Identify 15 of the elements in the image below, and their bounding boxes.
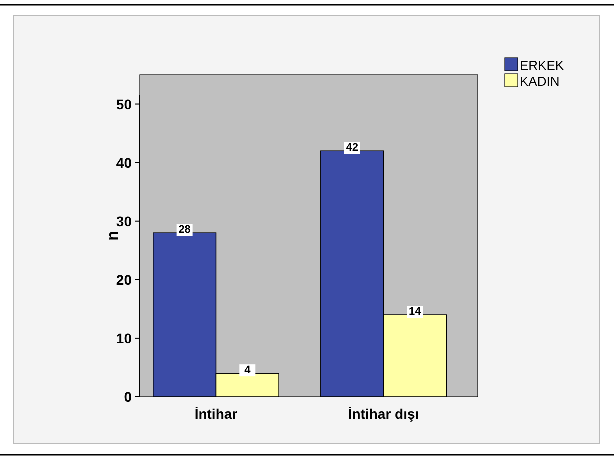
y-axis-title: n bbox=[105, 231, 122, 241]
x-tick-label: İntihar dışı bbox=[348, 406, 420, 422]
legend-label: ERKEK bbox=[520, 58, 564, 73]
y-tick-label: 30 bbox=[116, 213, 132, 230]
data-label: 28 bbox=[178, 224, 191, 236]
y-tick-label: 0 bbox=[124, 389, 132, 405]
data-label: 4 bbox=[244, 364, 252, 377]
y-tick-label: 20 bbox=[116, 272, 132, 288]
x-tick-label: İntihar bbox=[194, 406, 238, 422]
y-tick-label: 10 bbox=[116, 330, 132, 346]
y-tick-label: 40 bbox=[116, 154, 132, 171]
y-tick-label: 50 bbox=[116, 96, 132, 112]
data-label: 14 bbox=[409, 306, 422, 318]
legend-label: KADIN bbox=[520, 74, 560, 89]
data-label: 42 bbox=[346, 142, 358, 154]
